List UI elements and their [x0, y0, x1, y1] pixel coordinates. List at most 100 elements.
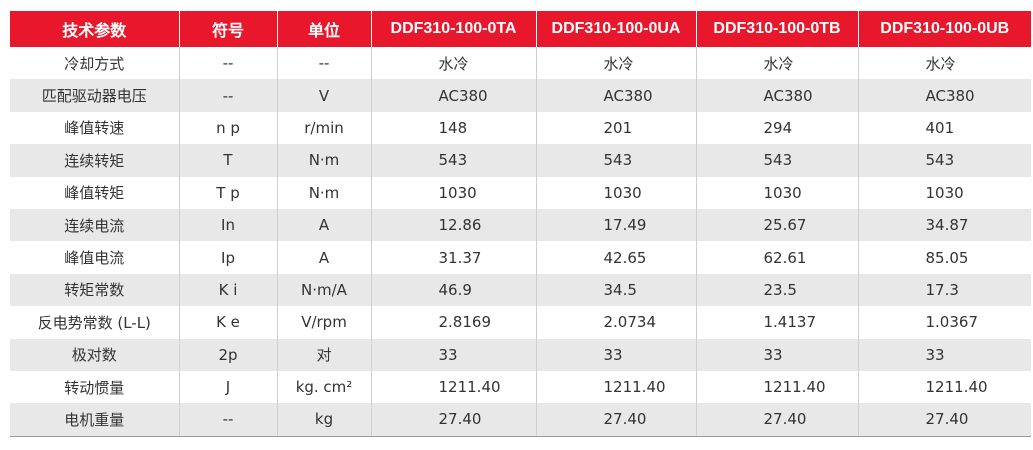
- param-symbol: Ip: [178, 241, 277, 274]
- param-symbol: T: [178, 144, 277, 177]
- param-name: 峰值转速: [10, 111, 179, 145]
- value-text: 2.8169: [438, 313, 492, 332]
- value-text: 1030: [603, 183, 642, 202]
- header-model-4: DDF310-100-0UB: [857, 11, 1031, 47]
- param-name: 极对数: [10, 338, 179, 371]
- value-text: 85.05: [925, 248, 969, 267]
- param-symbol: In: [178, 208, 277, 242]
- table-row: 峰值电流 Ip A 31.37 42.65 62.61 85.05: [10, 241, 1031, 274]
- param-name: 转动惯量: [10, 370, 179, 404]
- param-value-model-3: 543: [695, 144, 858, 177]
- param-value-model-1: 2.8169: [370, 306, 536, 339]
- value-text: 33: [438, 345, 458, 364]
- param-value-model-4: 1.0367: [857, 306, 1031, 339]
- param-value-model-2: AC380: [535, 79, 696, 112]
- value-text: 1211.40: [438, 378, 501, 397]
- header-model-1: DDF310-100-0TA: [370, 11, 536, 47]
- spec-body: 冷却方式 -- -- 水冷 水冷 水冷 水冷 匹配驱动器电压 -- V AC380 AC380 AC38…: [10, 47, 1031, 437]
- param-unit: V/rpm: [276, 306, 371, 339]
- param-value-model-4: 85.05: [857, 241, 1031, 274]
- param-unit: A: [276, 241, 371, 274]
- param-value-model-1: 46.9: [370, 273, 536, 307]
- param-unit: kg: [276, 403, 371, 437]
- value-text: 27.40: [438, 410, 482, 429]
- param-value-model-1: 1211.40: [370, 370, 536, 404]
- param-value-model-4: 1030: [857, 176, 1031, 209]
- value-text: 543: [925, 151, 955, 170]
- table-row: 匹配驱动器电压 -- V AC380 AC380 AC380 AC380: [10, 79, 1031, 112]
- param-value-model-1: 水冷: [370, 47, 536, 80]
- param-value-model-2: 34.5: [535, 273, 696, 307]
- table-row: 连续转矩 T N·m 543 543 543 543: [10, 144, 1031, 177]
- param-value-model-1: 543: [370, 144, 536, 177]
- param-value-model-4: 27.40: [857, 403, 1031, 437]
- value-text: 33: [763, 345, 783, 364]
- param-value-model-1: 31.37: [370, 241, 536, 274]
- value-text: 42.65: [603, 248, 647, 267]
- value-text: 34.5: [603, 280, 637, 299]
- param-value-model-2: 33: [535, 338, 696, 371]
- param-unit: N·m/A: [276, 273, 371, 307]
- value-text: 12.86: [438, 216, 482, 235]
- value-text: 34.87: [925, 216, 969, 235]
- param-name: 冷却方式: [10, 47, 179, 80]
- value-text: AC380: [925, 86, 975, 105]
- table-row: 转矩常数 K i N·m/A 46.9 34.5 23.5 17.3: [10, 273, 1031, 307]
- value-text: 543: [603, 151, 633, 170]
- param-value-model-4: 543: [857, 144, 1031, 177]
- param-value-model-2: 1030: [535, 176, 696, 209]
- value-text: 17.3: [925, 280, 959, 299]
- value-text: 1030: [763, 183, 802, 202]
- param-symbol: --: [178, 79, 277, 112]
- value-text: 水冷: [603, 54, 634, 73]
- param-value-model-4: 水冷: [857, 47, 1031, 80]
- value-text: 17.49: [603, 216, 647, 235]
- table-row: 电机重量 -- kg 27.40 27.40 27.40 27.40: [10, 403, 1031, 437]
- value-text: 27.40: [763, 410, 807, 429]
- value-text: 1.4137: [763, 313, 817, 332]
- param-value-model-3: 1030: [695, 176, 858, 209]
- param-value-model-2: 17.49: [535, 208, 696, 242]
- param-value-model-3: 294: [695, 111, 858, 145]
- value-text: 1211.40: [603, 378, 666, 397]
- table-row: 冷却方式 -- -- 水冷 水冷 水冷 水冷: [10, 47, 1031, 80]
- table-row: 反电势常数 (L-L) K e V/rpm 2.8169 2.0734 1.4137 1.0…: [10, 306, 1031, 339]
- header-unit: 单位: [276, 11, 371, 47]
- value-text: 1211.40: [925, 378, 988, 397]
- param-value-model-2: 2.0734: [535, 306, 696, 339]
- param-symbol: K i: [178, 273, 277, 307]
- param-unit: 对: [276, 338, 371, 371]
- param-value-model-3: 1.4137: [695, 306, 858, 339]
- header-model-3: DDF310-100-0TB: [695, 11, 858, 47]
- value-text: AC380: [603, 86, 653, 105]
- param-value-model-3: 1211.40: [695, 370, 858, 404]
- param-value-model-4: AC380: [857, 79, 1031, 112]
- value-text: 148: [438, 118, 468, 137]
- param-value-model-1: 33: [370, 338, 536, 371]
- param-unit: A: [276, 208, 371, 242]
- value-text: 1211.40: [763, 378, 826, 397]
- param-value-model-3: 23.5: [695, 273, 858, 307]
- param-name: 峰值转矩: [10, 176, 179, 209]
- param-value-model-3: 25.67: [695, 208, 858, 242]
- param-unit: N·m: [276, 176, 371, 209]
- param-name: 反电势常数 (L-L): [10, 306, 179, 339]
- value-text: 水冷: [763, 54, 794, 73]
- value-text: 1.0367: [925, 313, 979, 332]
- param-name: 连续电流: [10, 208, 179, 242]
- value-text: 201: [603, 118, 633, 137]
- param-value-model-4: 401: [857, 111, 1031, 145]
- param-unit: kg. cm²: [276, 370, 371, 404]
- param-value-model-4: 1211.40: [857, 370, 1031, 404]
- value-text: 水冷: [438, 54, 469, 73]
- param-unit: --: [276, 47, 371, 80]
- param-value-model-1: 148: [370, 111, 536, 145]
- param-value-model-3: AC380: [695, 79, 858, 112]
- param-symbol: --: [178, 403, 277, 437]
- param-symbol: 2p: [178, 338, 277, 371]
- param-value-model-3: 水冷: [695, 47, 858, 80]
- param-value-model-3: 33: [695, 338, 858, 371]
- param-value-model-1: 1030: [370, 176, 536, 209]
- param-value-model-2: 1211.40: [535, 370, 696, 404]
- spec-table: 技术参数 符号 单位 DDF310-100-0TA DDF310-100-0UA…: [10, 11, 1031, 437]
